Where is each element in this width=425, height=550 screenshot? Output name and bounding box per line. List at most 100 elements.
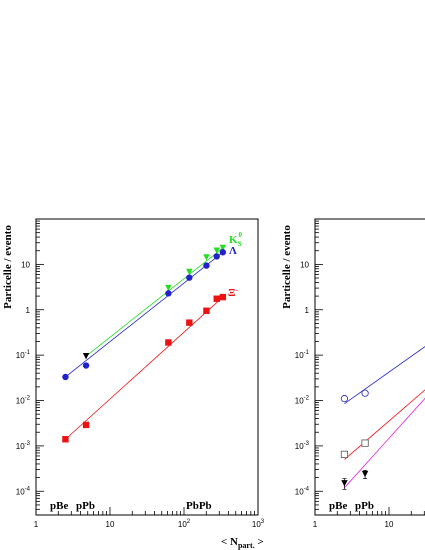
x-axis-label: < Npart. > (221, 536, 264, 550)
right-y-tick-label-base: 1 (305, 306, 310, 315)
left-series-0-point (219, 244, 227, 252)
left-fit-lines (65, 247, 224, 440)
left-x-tick-label-exp: 3 (261, 519, 265, 525)
left-series-1-point (186, 274, 193, 281)
left-y-tick-label: 1 (26, 306, 31, 315)
right-y-axis-label: Particelle / evento (281, 225, 293, 309)
left-series-2-point (82, 421, 90, 429)
legend-label-xi-main: Ξ (228, 287, 235, 299)
left-y-tick-label-base: 10 (16, 351, 25, 360)
left-x-tick-label-base: 10 (106, 520, 115, 529)
left-series-1-point (203, 262, 210, 269)
right-y-tick-label-base: 10 (295, 487, 304, 496)
left-series-3-point (82, 352, 90, 360)
right-x-tick-label: 10 (385, 520, 394, 529)
right-x-tick-label: 1 (313, 520, 318, 529)
left-series-1-point (62, 373, 69, 381)
right-data-points (340, 389, 369, 490)
left-y-tick-label-base: 1 (26, 306, 31, 315)
left-y-tick-label: 10 (21, 260, 30, 269)
right-y-tick-label-base: 10 (300, 260, 309, 269)
left-x-tick-label-base: 10 (252, 520, 261, 529)
left-fit-line (85, 247, 224, 357)
left-series-0-point (203, 254, 210, 261)
right-fit-line (344, 397, 425, 488)
left-series-0-point (213, 247, 220, 254)
left-series-1-point (219, 249, 227, 256)
left-y-tick-label-exp: -3 (25, 441, 31, 447)
right-fit-line (344, 346, 425, 405)
left-x-tick-label-exp: 2 (187, 519, 191, 525)
left-y-tick-label-exp: -2 (25, 396, 31, 402)
left-axis-ticks (35, 218, 259, 516)
left-fit-line (65, 296, 224, 440)
legend-label-xi-sup: - (235, 286, 238, 294)
left-series-2-point (203, 307, 210, 314)
right-y-tick-label-exp: -2 (304, 396, 310, 402)
right-fit-lines (344, 346, 425, 488)
right-series-2-point (361, 470, 369, 478)
left-series-2-point (219, 293, 227, 301)
left-y-tick-label: 10-4 (16, 486, 31, 496)
right-axis-ticks (314, 218, 425, 516)
right-system-label-pbe: pBe (329, 500, 347, 512)
left-system-label-pbpb: PbPb (186, 500, 212, 512)
left-x-tick-label: 1 (34, 520, 39, 529)
right-y-tick-label-exp: -1 (304, 350, 310, 356)
right-fit-line (344, 389, 425, 460)
x-axis-label-close: > (255, 536, 264, 548)
right-x-tick-label-base: 1 (313, 520, 318, 529)
left-series-1-point (213, 253, 220, 260)
legend-label-k0s: KS0 (229, 231, 242, 248)
right-plot-frame (314, 218, 425, 516)
legend-label-lambda: Λ (229, 245, 237, 257)
right-system-label-ppb: pPb (355, 500, 374, 512)
right-series-2-point (341, 480, 348, 487)
left-series-1-point (165, 290, 172, 297)
x-axis-label-sub: part. (238, 541, 255, 550)
left-series-2-point (186, 319, 193, 326)
right-series-1-point (340, 450, 349, 458)
legend-label-k0s-sub: S (238, 240, 242, 248)
left-series-2-point (165, 339, 172, 346)
right-series-0-point (340, 395, 349, 403)
right-x-tick-label-base: 10 (385, 520, 394, 529)
left-series-0-point (165, 284, 172, 292)
legend-label-k0s-sup: 0 (238, 231, 242, 239)
left-x-tick-label: 102 (178, 519, 191, 529)
right-y-tick-label-exp: -3 (304, 441, 310, 447)
right-series-0-point (361, 389, 369, 397)
right-y-tick-label: 10-4 (295, 486, 310, 496)
left-x-tick-label-base: 10 (178, 520, 187, 529)
left-x-tick-label: 103 (252, 519, 265, 529)
left-system-label-pbe: pBe (50, 500, 68, 512)
left-y-axis-label: Particelle / evento (2, 225, 14, 309)
right-y-tick-label: 10-2 (295, 396, 310, 406)
left-y-tick-label: 10-2 (16, 396, 31, 406)
right-series-1-point (361, 439, 369, 447)
legend-label-xi: Ξ- (228, 286, 238, 299)
right-y-tick-label-base: 10 (295, 351, 304, 360)
right-y-tick-label-base: 10 (295, 442, 304, 451)
left-system-label-ppb: pPb (76, 500, 95, 512)
right-y-tick-label: 10-1 (295, 350, 310, 360)
left-y-tick-label-base: 10 (16, 442, 25, 451)
left-y-tick-label-base: 10 (16, 397, 25, 406)
left-x-tick-label-base: 1 (34, 520, 39, 529)
legend-label-k0s-main: K (229, 234, 238, 246)
right-y-tick-label-base: 10 (295, 397, 304, 406)
left-series-2-point (213, 295, 220, 302)
left-y-tick-label-exp: -4 (25, 486, 31, 492)
x-axis-label-main: < N (221, 536, 238, 548)
left-y-tick-label: 10-1 (16, 350, 31, 360)
left-series-2-point (62, 436, 69, 443)
left-y-tick-label-exp: -1 (25, 350, 31, 356)
right-y-tick-label: 10-3 (295, 441, 310, 451)
left-plot-frame (35, 218, 259, 516)
left-y-tick-label: 10-3 (16, 441, 31, 451)
left-series-0-point (186, 268, 193, 276)
right-y-tick-label: 1 (305, 306, 310, 315)
